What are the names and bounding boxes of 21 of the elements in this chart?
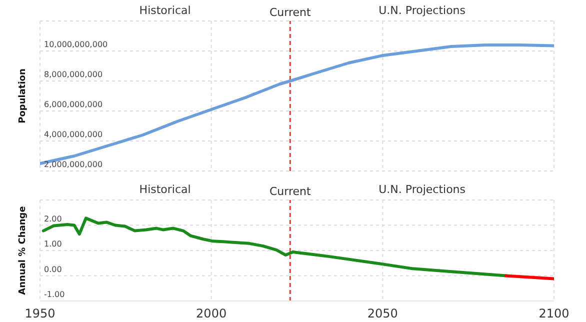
text: Historical bbox=[139, 183, 191, 196]
y-axis-title: Population bbox=[18, 68, 28, 124]
ref-line-label: Current bbox=[269, 185, 312, 198]
x-tick-label: 2000 bbox=[196, 306, 227, 321]
y-tick-label: 6,000,000,000 bbox=[44, 100, 103, 109]
ref-line-label: Current bbox=[269, 6, 312, 19]
y-tick-label: 2.00 bbox=[44, 214, 62, 224]
y-axis-title: Annual % Change bbox=[18, 206, 28, 295]
y-tick-label: 1.00 bbox=[44, 240, 62, 248]
y-tick-label: 10,000,000,000 bbox=[44, 40, 108, 49]
y-tick-label: -1.00 bbox=[44, 290, 65, 299]
x-tick-label: 1950 bbox=[24, 306, 56, 321]
y-tick-label: 8,000,000,000 bbox=[44, 70, 103, 79]
text: U.N. Projections bbox=[378, 183, 466, 196]
y-tick-label: 4,000,000,000 bbox=[44, 130, 103, 139]
y-tick-label: 2,000,000,000 bbox=[44, 160, 103, 169]
x-tick-label: 2100 bbox=[538, 306, 570, 321]
text: Historical bbox=[139, 4, 191, 17]
x-tick-label: 2050 bbox=[367, 306, 398, 321]
text: U.N. Projections bbox=[378, 4, 466, 17]
y-tick-label: 0.00 bbox=[44, 264, 62, 274]
